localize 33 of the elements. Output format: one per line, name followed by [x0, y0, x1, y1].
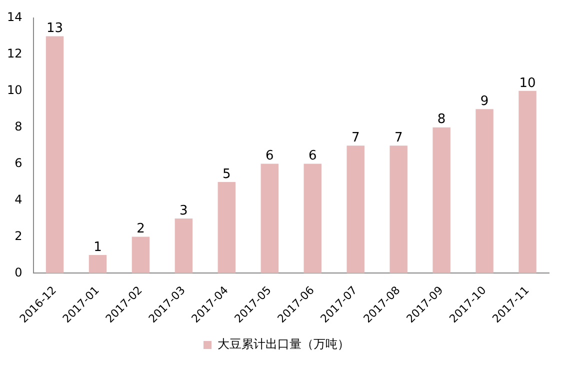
y-tick-label: 8 — [14, 119, 22, 134]
data-label: 8 — [437, 112, 446, 128]
bar — [174, 218, 193, 274]
data-label: 6 — [308, 148, 317, 164]
data-label: 3 — [180, 203, 188, 218]
bar — [432, 127, 450, 274]
bar — [218, 182, 236, 274]
bar — [390, 146, 408, 274]
y-tick-label: 2 — [14, 228, 22, 243]
data-label: 7 — [394, 130, 403, 146]
bar — [88, 254, 107, 274]
data-label: 1 — [94, 240, 102, 255]
y-tick-label: 12 — [6, 46, 22, 61]
data-label: 6 — [266, 148, 274, 164]
y-tick-label: 0 — [14, 265, 22, 280]
data-label: 2 — [136, 222, 145, 237]
bar — [304, 164, 322, 274]
bar — [518, 90, 536, 274]
data-label: 9 — [480, 94, 489, 110]
data-label: 5 — [222, 166, 231, 182]
y-tick-label: 10 — [6, 83, 22, 98]
bar — [260, 164, 279, 274]
bar — [132, 236, 150, 274]
bar — [476, 109, 494, 274]
data-label: 7 — [351, 130, 360, 146]
legend-label: 大豆累计出口量（万吨） — [218, 337, 350, 352]
y-tick-label: 4 — [14, 192, 22, 206]
y-tick-label: 14 — [6, 10, 22, 24]
y-tick-label: 6 — [14, 156, 22, 170]
data-label: 13 — [46, 21, 64, 36]
bar — [46, 36, 64, 274]
bar — [346, 146, 364, 274]
data-label: 10 — [519, 76, 536, 91]
